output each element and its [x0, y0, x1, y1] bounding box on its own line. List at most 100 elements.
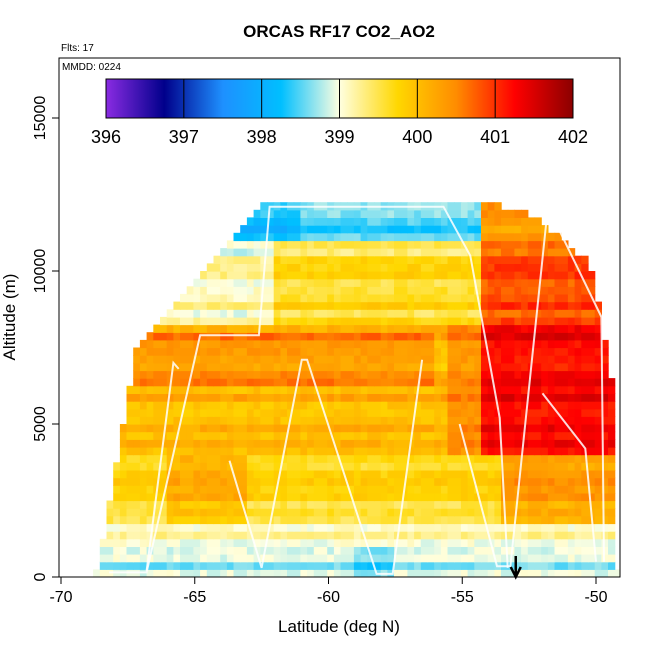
heatmap-cell [280, 347, 288, 356]
heatmap-cell [360, 416, 368, 425]
heatmap-cell [554, 248, 562, 257]
heatmap-cell [340, 431, 348, 440]
heatmap-cell [427, 240, 435, 249]
heatmap-cell [467, 469, 475, 479]
heatmap-cell [260, 538, 268, 547]
heatmap-cell [487, 263, 495, 272]
heatmap-cell [460, 324, 469, 333]
heatmap-cell [541, 546, 549, 555]
heatmap-cell [200, 278, 208, 287]
y-tick-label: 15000 [32, 96, 49, 141]
heatmap-cell [220, 286, 228, 295]
heatmap-cell [374, 362, 382, 372]
heatmap-cell [280, 339, 288, 349]
heatmap-cell [501, 217, 509, 226]
heatmap-cell [246, 508, 255, 517]
heatmap-cell [273, 546, 281, 555]
heatmap-cell [313, 408, 322, 417]
heatmap-cell [561, 447, 569, 456]
heatmap-cell [307, 240, 315, 249]
heatmap-cell [353, 316, 362, 326]
heatmap-cell [427, 255, 435, 264]
heatmap-cell [420, 293, 429, 303]
heatmap-cell [126, 508, 134, 517]
heatmap-cell [594, 508, 602, 517]
heatmap-cell [233, 393, 241, 402]
heatmap-cell [347, 370, 355, 379]
heatmap-cell [594, 393, 602, 402]
heatmap-cell [581, 561, 589, 570]
heatmap-cell [287, 240, 295, 249]
heatmap-cell [414, 546, 422, 555]
heatmap-cell [160, 324, 168, 333]
heatmap-cell [494, 355, 502, 364]
heatmap-cell [380, 309, 388, 318]
heatmap-cell [467, 485, 475, 494]
heatmap-cell [180, 469, 188, 479]
heatmap-cell [240, 569, 248, 577]
heatmap-cell [474, 447, 482, 456]
heatmap-cell [547, 554, 556, 563]
heatmap-cell [246, 538, 255, 547]
heatmap-cell [594, 355, 602, 364]
heatmap-cell [267, 531, 275, 540]
heatmap-cell [474, 339, 482, 349]
heatmap-cell [554, 347, 562, 356]
heatmap-cell [454, 538, 462, 547]
heatmap-cell [380, 286, 388, 295]
heatmap-cell [534, 316, 542, 326]
heatmap-cell [307, 301, 315, 310]
y-tick-label: 5000 [32, 406, 49, 442]
heatmap-cell [200, 347, 208, 356]
heatmap-cell [414, 339, 422, 349]
heatmap-cell [313, 500, 322, 509]
heatmap-cell [561, 362, 569, 372]
heatmap-cell [501, 538, 509, 547]
heatmap-cell [387, 286, 395, 295]
heatmap-cell [427, 554, 435, 563]
heatmap-cell [113, 492, 121, 502]
heatmap-cell [387, 500, 395, 509]
heatmap-cell [139, 485, 148, 494]
heatmap-cell [454, 439, 462, 448]
heatmap-cell [427, 393, 435, 402]
heatmap-cell [93, 569, 101, 577]
heatmap-cell [287, 492, 295, 502]
heatmap-cell [260, 316, 268, 326]
heatmap-cell [213, 439, 221, 448]
heatmap-cell [400, 439, 408, 448]
heatmap-cell [534, 393, 542, 402]
heatmap-cell [287, 439, 295, 448]
heatmap-cell [200, 301, 208, 310]
heatmap-cell [300, 554, 308, 563]
heatmap-cell [434, 271, 442, 280]
heatmap-cell [340, 561, 348, 570]
heatmap-cell [434, 355, 442, 364]
heatmap-cell [521, 309, 529, 318]
heatmap-cell [380, 217, 388, 226]
heatmap-cell [374, 531, 382, 540]
heatmap-cell [407, 554, 415, 563]
heatmap-cell [353, 469, 362, 479]
y-tick-label: 0 [32, 572, 49, 581]
heatmap-cell [581, 500, 589, 509]
heatmap-cell [293, 492, 301, 502]
heatmap-cell [400, 286, 408, 295]
heatmap-cell [280, 255, 288, 264]
heatmap-cell [407, 500, 415, 509]
heatmap-cell [374, 248, 382, 257]
heatmap-cell [487, 546, 495, 555]
heatmap-cell [561, 316, 569, 326]
heatmap-cell [240, 508, 248, 517]
heatmap-cell [206, 454, 215, 463]
heatmap-cell [226, 515, 235, 525]
heatmap-cell [267, 263, 275, 272]
heatmap-cell [474, 500, 482, 509]
heatmap-cell [608, 378, 616, 387]
heatmap-cell [233, 401, 241, 410]
heatmap-cell [153, 385, 161, 394]
heatmap-cell [481, 554, 489, 563]
heatmap-cell [527, 431, 536, 440]
heatmap-cell [280, 286, 288, 295]
heatmap-cell [380, 339, 388, 349]
